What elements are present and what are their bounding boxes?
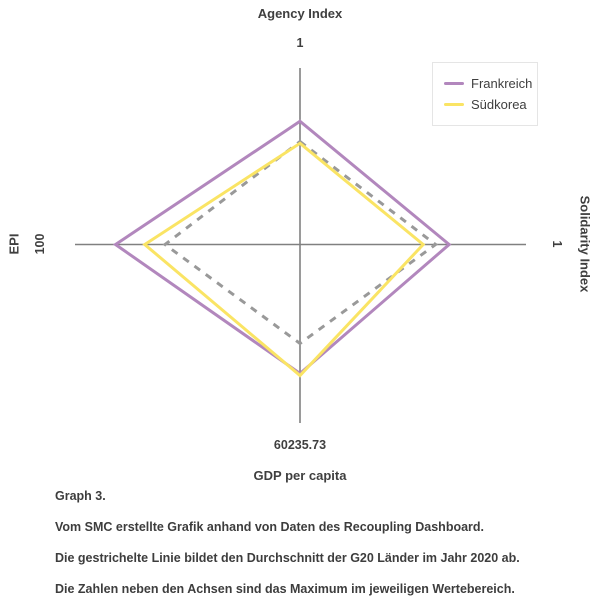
axis-title-agency: Agency Index bbox=[257, 6, 343, 21]
axis-title-epi: EPI bbox=[6, 233, 22, 255]
legend-swatch-frankreich bbox=[444, 81, 464, 86]
series-polygon-s-dkorea bbox=[142, 141, 426, 378]
axis-max-epi: 100 bbox=[33, 233, 47, 255]
caption-axis-max-note: Die Zahlen neben den Achsen sind das Max… bbox=[55, 582, 515, 596]
axis-max-solidarity: 1 bbox=[550, 240, 564, 248]
legend-swatch-suedkorea bbox=[444, 102, 464, 107]
caption-graph-number: Graph 3. bbox=[55, 489, 106, 503]
legend-label-suedkorea: Südkorea bbox=[471, 97, 527, 112]
legend: Frankreich Südkorea bbox=[432, 62, 538, 126]
axis-title-gdp: GDP per capita bbox=[253, 468, 347, 483]
axis-title-solidarity: Solidarity Index bbox=[577, 195, 593, 293]
radar-series-layer bbox=[112, 119, 452, 378]
axis-max-agency: 1 bbox=[296, 36, 304, 50]
legend-item-frankreich[interactable]: Frankreich bbox=[444, 73, 532, 94]
caption-dashed-line-note: Die gestrichelte Linie bildet den Durchs… bbox=[55, 551, 520, 565]
caption-block: Graph 3. Vom SMC erstellte Grafik anhand… bbox=[55, 489, 600, 600]
axis-max-gdp: 60235.73 bbox=[273, 438, 327, 452]
legend-label-frankreich: Frankreich bbox=[471, 76, 533, 91]
caption-source: Vom SMC erstellte Grafik anhand von Date… bbox=[55, 520, 485, 534]
legend-item-suedkorea[interactable]: Südkorea bbox=[444, 94, 527, 115]
series-polygon-g20-durchschnitt-2020 bbox=[162, 139, 439, 346]
series-polygon-frankreich bbox=[112, 119, 452, 376]
